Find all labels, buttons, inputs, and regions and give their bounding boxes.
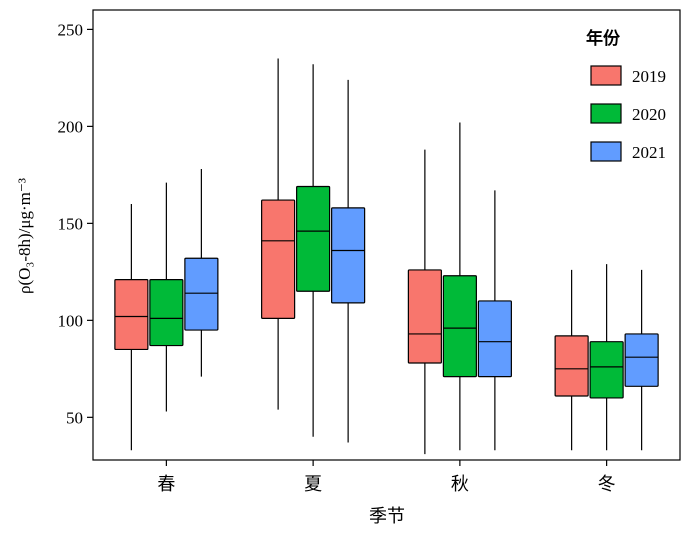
legend-label: 2021 (632, 143, 666, 162)
x-axis: 春夏秋冬 (157, 460, 616, 495)
plot-frame (92, 9, 681, 461)
box (477, 300, 512, 378)
box (114, 279, 149, 351)
y-tick-label: 200 (58, 117, 84, 136)
box (184, 257, 219, 331)
legend: 年份 2019 2020 2021 (586, 28, 666, 162)
box-2019-夏 (261, 58, 296, 410)
legend-swatch (590, 65, 622, 86)
plot-area (92, 9, 681, 461)
box (442, 275, 477, 378)
boxes (114, 58, 659, 455)
box (149, 279, 184, 347)
box-2020-夏 (296, 64, 331, 437)
box (554, 335, 589, 397)
y-tick-label: 100 (58, 311, 84, 330)
box-2019-秋 (407, 149, 442, 455)
legend-label: 2020 (632, 105, 666, 124)
x-tick-label: 秋 (451, 474, 469, 495)
box-2021-秋 (477, 190, 512, 451)
x-tick-label: 春 (157, 474, 175, 495)
y-tick-label: 50 (66, 408, 83, 427)
box (589, 341, 624, 399)
box-2021-夏 (331, 79, 366, 443)
box (261, 199, 296, 320)
y-axis: 50 100 150 200 250 (58, 20, 93, 427)
box-2020-冬 (589, 264, 624, 451)
box (407, 269, 442, 364)
x-tick-label: 夏 (304, 474, 322, 495)
y-tick-label: 250 (58, 20, 84, 39)
x-axis-title: 季节 (369, 506, 405, 527)
box-2019-冬 (554, 269, 589, 451)
box-2019-春 (114, 203, 149, 451)
box (624, 333, 659, 387)
legend-label: 2019 (632, 67, 666, 86)
box (296, 185, 331, 292)
legend-swatch (590, 141, 622, 162)
box-2020-秋 (442, 122, 477, 451)
legend-swatch (590, 103, 622, 124)
y-tick-label: 150 (58, 214, 84, 233)
box-2021-春 (184, 169, 219, 377)
box-2021-冬 (624, 269, 659, 451)
x-tick-label: 冬 (598, 474, 616, 495)
box-2020-春 (149, 182, 184, 412)
y-axis-title: ρ(O₃-8h)/μg·m⁻³ (15, 178, 34, 294)
box (331, 207, 366, 304)
legend-title: 年份 (586, 28, 621, 49)
